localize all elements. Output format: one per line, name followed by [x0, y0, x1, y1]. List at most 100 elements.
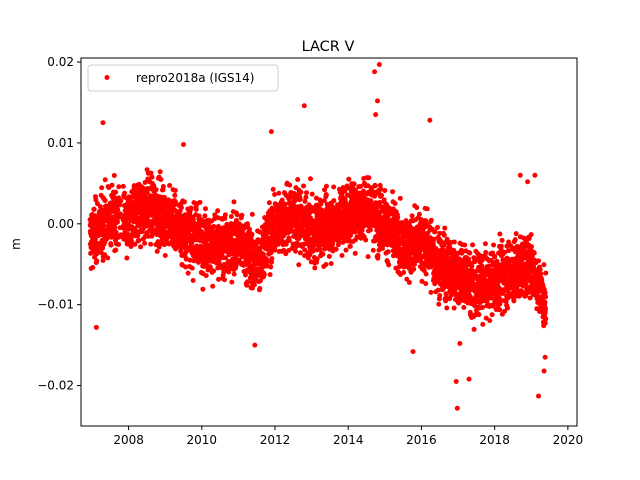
data-point [97, 204, 103, 210]
data-point [343, 199, 349, 205]
data-point [116, 241, 122, 247]
data-point [302, 247, 308, 253]
data-point [287, 182, 293, 188]
data-point [231, 271, 237, 277]
data-point [517, 172, 523, 178]
data-point [352, 229, 358, 235]
data-point [221, 277, 227, 283]
data-point [372, 69, 378, 75]
data-point [318, 201, 324, 207]
data-point [489, 312, 495, 318]
data-point [392, 201, 398, 207]
data-point [480, 304, 486, 310]
data-point [513, 231, 519, 237]
data-point [375, 98, 380, 104]
data-point [454, 405, 460, 411]
data-point [282, 201, 288, 207]
data-point [298, 189, 304, 195]
data-point [428, 289, 434, 295]
data-point [377, 200, 383, 206]
data-point [137, 193, 143, 199]
data-point [414, 258, 420, 264]
data-point [291, 202, 297, 208]
data-point [330, 240, 336, 246]
data-point [543, 294, 549, 300]
data-point [451, 239, 457, 245]
data-point [459, 250, 465, 256]
data-point [343, 247, 349, 253]
data-point [528, 232, 534, 238]
data-point [328, 261, 334, 267]
data-point [102, 177, 108, 183]
data-point [122, 190, 128, 196]
data-point [444, 291, 450, 297]
data-point [469, 263, 475, 269]
data-point [149, 174, 155, 180]
data-point [145, 233, 151, 239]
data-point [257, 229, 263, 235]
data-point [453, 379, 459, 385]
data-point [142, 240, 148, 246]
data-point [528, 244, 534, 250]
data-point [295, 176, 301, 182]
x-tick-label: 2008 [113, 433, 144, 447]
data-point [406, 280, 412, 286]
data-point [532, 172, 538, 178]
data-point [492, 254, 498, 260]
data-point [397, 195, 403, 201]
data-point [94, 258, 100, 264]
data-point [375, 252, 381, 258]
data-point [491, 242, 497, 248]
data-point [428, 217, 434, 223]
data-point [359, 228, 365, 233]
data-point [301, 103, 307, 109]
data-point [124, 255, 130, 261]
data-point [541, 368, 547, 374]
x-tick-label: 2016 [406, 433, 437, 447]
data-point [185, 270, 191, 276]
data-point [270, 186, 276, 192]
data-point [128, 244, 134, 250]
data-point [118, 198, 124, 204]
data-point [188, 205, 194, 211]
data-point [92, 236, 98, 242]
data-point [416, 211, 422, 217]
data-point [114, 199, 120, 205]
data-point [437, 292, 443, 298]
data-point [266, 200, 272, 206]
data-points [87, 61, 549, 411]
data-point [193, 206, 199, 212]
data-point [497, 307, 503, 313]
data-point [111, 172, 117, 178]
data-point [197, 199, 203, 205]
data-point [317, 197, 323, 203]
data-point [436, 301, 442, 307]
data-point [499, 237, 505, 243]
data-point [498, 243, 504, 249]
data-point [431, 236, 437, 242]
data-point [339, 253, 345, 258]
data-point [470, 242, 476, 248]
data-point [252, 342, 258, 348]
data-point [276, 190, 282, 196]
data-point [156, 244, 162, 250]
data-point [115, 207, 121, 213]
data-point [368, 198, 374, 204]
data-point [445, 274, 451, 280]
data-point [308, 176, 314, 182]
data-point [525, 179, 531, 185]
data-point [100, 120, 106, 126]
data-point [196, 213, 202, 219]
data-point [378, 186, 384, 192]
data-point [480, 321, 486, 327]
data-point [511, 298, 517, 304]
data-point [202, 206, 208, 212]
data-point [326, 253, 332, 259]
data-point [435, 287, 441, 293]
data-point [162, 252, 168, 258]
data-point [158, 176, 164, 182]
data-point [251, 282, 257, 288]
data-point [190, 277, 196, 283]
data-point [385, 249, 391, 255]
legend-label: repro2018a (IGS14) [136, 71, 254, 85]
